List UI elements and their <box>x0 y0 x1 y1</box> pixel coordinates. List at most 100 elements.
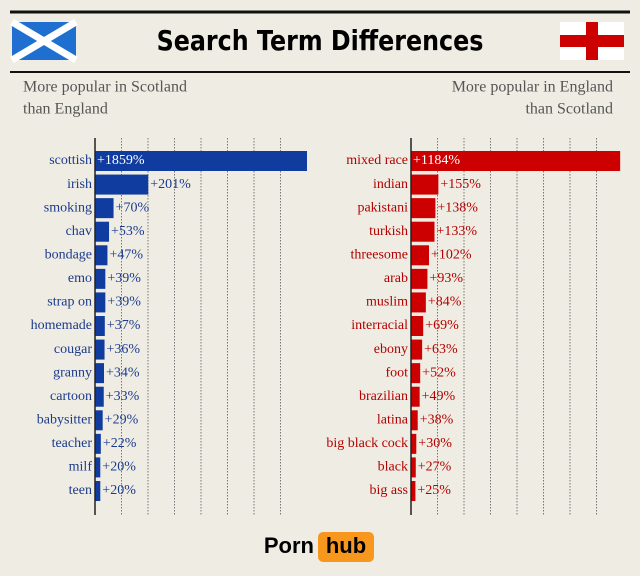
value-label: +93% <box>429 271 463 286</box>
value-label: +39% <box>107 295 141 310</box>
category-label: black <box>378 460 408 475</box>
category-label: babysitter <box>37 413 93 428</box>
bar <box>95 221 110 242</box>
scotland-flag <box>10 18 78 64</box>
value-label: +138% <box>437 200 478 215</box>
bar <box>411 481 416 501</box>
category-label: teen <box>69 483 92 498</box>
bar <box>411 410 418 431</box>
england-flag <box>560 22 624 60</box>
logo-right: hub <box>326 533 366 558</box>
value-label: +33% <box>106 389 140 404</box>
category-label: granny <box>53 365 92 380</box>
bar <box>411 174 439 195</box>
bar <box>411 363 421 384</box>
value-label: +201% <box>150 177 191 192</box>
category-label: mixed race <box>346 153 408 168</box>
value-label: +53% <box>111 224 145 239</box>
bar <box>411 433 417 454</box>
bar <box>95 151 307 171</box>
value-label: +22% <box>103 436 137 451</box>
value-label: +27% <box>418 460 452 475</box>
category-label: smoking <box>44 200 92 215</box>
bar <box>411 386 420 407</box>
category-label: big ass <box>370 483 409 498</box>
bar <box>411 292 426 313</box>
value-label: +34% <box>106 365 140 380</box>
subtitle: than Scotland <box>525 101 613 118</box>
category-label: irish <box>67 177 92 192</box>
bar <box>95 268 106 289</box>
bar <box>95 457 101 478</box>
value-label: +47% <box>109 248 143 263</box>
value-label: +25% <box>417 483 451 498</box>
logo-box <box>318 532 374 562</box>
category-label: threesome <box>350 248 408 263</box>
value-label: +20% <box>102 460 136 475</box>
category-label: big black cock <box>326 436 408 451</box>
value-label: +84% <box>428 295 462 310</box>
bars <box>411 151 621 501</box>
bar <box>411 151 621 171</box>
bar <box>95 363 105 384</box>
value-label: +49% <box>422 389 456 404</box>
category-label: teacher <box>52 436 93 451</box>
bar <box>411 221 435 242</box>
logo: Porn hub <box>264 532 374 562</box>
category-label: strap on <box>47 295 92 310</box>
subtitle: More popular in Scotland <box>23 79 187 96</box>
category-label: scottish <box>49 153 92 168</box>
value-label: +133% <box>436 224 477 239</box>
bar <box>95 339 105 360</box>
category-label: homemade <box>31 318 92 333</box>
bar <box>95 386 104 407</box>
category-label: pakistani <box>357 200 408 215</box>
value-label: +38% <box>420 413 454 428</box>
value-label: +37% <box>107 318 141 333</box>
value-label: +69% <box>425 318 459 333</box>
category-label: milf <box>69 460 93 475</box>
bar <box>95 316 105 336</box>
bar <box>411 198 436 219</box>
category-label: turkish <box>369 224 408 239</box>
bar <box>411 339 423 360</box>
subtitle: More popular in England <box>452 79 613 96</box>
value-label: +36% <box>107 342 141 357</box>
bar <box>411 316 424 336</box>
category-label: interracial <box>351 318 408 333</box>
bar <box>411 245 430 266</box>
logo-left: Porn <box>264 533 314 558</box>
category-label: foot <box>385 365 408 380</box>
value-label: +29% <box>105 413 139 428</box>
category-label: bondage <box>45 248 92 263</box>
bar <box>95 433 101 454</box>
value-label: +20% <box>102 483 136 498</box>
bar <box>95 174 149 195</box>
bar <box>95 198 114 219</box>
bar <box>95 292 106 313</box>
bar <box>95 481 101 501</box>
category-label: indian <box>373 177 408 192</box>
bar <box>95 410 103 431</box>
category-label: chav <box>66 224 92 239</box>
value-label: +70% <box>116 200 150 215</box>
subtitle: than England <box>23 101 108 118</box>
bars <box>95 151 307 501</box>
value-label: +30% <box>418 436 452 451</box>
category-label: cartoon <box>50 389 92 404</box>
title: Search Term Differences <box>157 25 484 57</box>
value-label: +1184% <box>413 153 460 168</box>
bar <box>411 457 416 478</box>
value-label: +155% <box>440 177 481 192</box>
value-label: +102% <box>431 248 472 263</box>
category-label: latina <box>377 413 409 428</box>
category-label: brazilian <box>359 389 408 404</box>
category-label: cougar <box>54 342 92 357</box>
bar <box>95 245 108 266</box>
value-label: +1859% <box>97 153 145 168</box>
category-label: arab <box>384 271 408 286</box>
category-label: muslim <box>366 295 408 310</box>
value-label: +52% <box>422 365 456 380</box>
